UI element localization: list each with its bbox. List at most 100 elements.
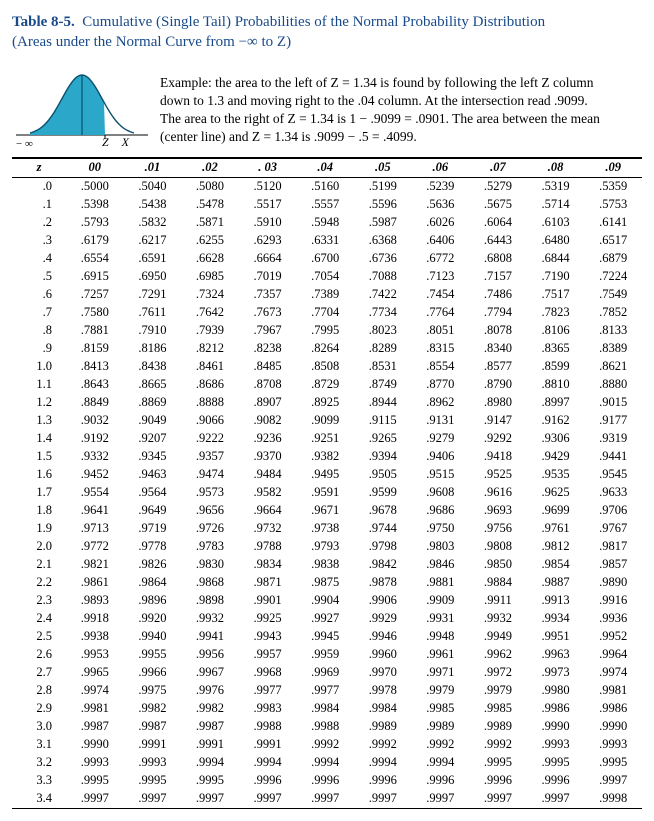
z-row-label: .7 xyxy=(12,304,66,322)
table-row: .3.6179.6217.6255.6293.6331.6368.6406.64… xyxy=(12,232,642,250)
table-row: 1.5.9332.9345.9357.9370.9382.9394.9406.9… xyxy=(12,448,642,466)
z-cell: .9979 xyxy=(412,682,470,700)
z-cell: .7704 xyxy=(296,304,354,322)
example-row: − ∞ Z X Example: the area to the left of… xyxy=(12,63,642,151)
col-header: 00 xyxy=(66,158,124,178)
z-cell: .9995 xyxy=(527,754,585,772)
z-cell: .9955 xyxy=(124,646,182,664)
z-cell: .9960 xyxy=(354,646,412,664)
z-cell: .8749 xyxy=(354,376,412,394)
z-cell: .8389 xyxy=(584,340,642,358)
z-cell: .9591 xyxy=(296,484,354,502)
z-cell: .7019 xyxy=(239,268,297,286)
z-cell: .9893 xyxy=(66,592,124,610)
table-row: .2.5793.5832.5871.5910.5948.5987.6026.60… xyxy=(12,214,642,232)
z-cell: .8315 xyxy=(412,340,470,358)
z-cell: .9192 xyxy=(66,430,124,448)
col-header: .01 xyxy=(124,158,182,178)
z-cell: .7823 xyxy=(527,304,585,322)
z-cell: .9778 xyxy=(124,538,182,556)
z-cell: .9989 xyxy=(469,718,527,736)
z-cell: .7157 xyxy=(469,268,527,286)
z-cell: .8708 xyxy=(239,376,297,394)
col-header: .09 xyxy=(584,158,642,178)
table-row: 2.6.9953.9955.9956.9957.9959.9960.9961.9… xyxy=(12,646,642,664)
z-cell: .9744 xyxy=(354,520,412,538)
table-row: .1.5398.5438.5478.5517.5557.5596.5636.56… xyxy=(12,196,642,214)
table-row: 2.9.9981.9982.9982.9983.9984.9984.9985.9… xyxy=(12,700,642,718)
title-subtitle: (Areas under the Normal Curve from −∞ to… xyxy=(12,32,642,52)
table-row: 1.3.9032.9049.9066.9082.9099.9115.9131.9… xyxy=(12,412,642,430)
z-cell: .6915 xyxy=(66,268,124,286)
example-line: down to 1.3 and moving right to the .04 … xyxy=(160,92,642,110)
z-cell: .9997 xyxy=(527,790,585,809)
z-cell: .9993 xyxy=(584,736,642,754)
z-cell: .9884 xyxy=(469,574,527,592)
z-cell: .9798 xyxy=(354,538,412,556)
z-cell: .9971 xyxy=(412,664,470,682)
z-cell: .9649 xyxy=(124,502,182,520)
z-cell: .9505 xyxy=(354,466,412,484)
z-cell: .8212 xyxy=(181,340,239,358)
z-cell: .8264 xyxy=(296,340,354,358)
z-cell: .5359 xyxy=(584,177,642,196)
z-cell: .8849 xyxy=(66,394,124,412)
z-cell: .9719 xyxy=(124,520,182,538)
z-cell: .9890 xyxy=(584,574,642,592)
col-header: .07 xyxy=(469,158,527,178)
z-cell: .7389 xyxy=(296,286,354,304)
z-cell: .6293 xyxy=(239,232,297,250)
z-cell: .9992 xyxy=(412,736,470,754)
z-cell: .9292 xyxy=(469,430,527,448)
z-cell: .9878 xyxy=(354,574,412,592)
z-row-label: .3 xyxy=(12,232,66,250)
z-cell: .9279 xyxy=(412,430,470,448)
z-cell: .9979 xyxy=(469,682,527,700)
z-cell: .9441 xyxy=(584,448,642,466)
z-cell: .9997 xyxy=(584,772,642,790)
z-cell: .9382 xyxy=(296,448,354,466)
z-row-label: 3.4 xyxy=(12,790,66,809)
z-row-label: 3.1 xyxy=(12,736,66,754)
col-header: .02 xyxy=(181,158,239,178)
z-cell: .8531 xyxy=(354,358,412,376)
z-cell: .5910 xyxy=(239,214,297,232)
z-cell: .9854 xyxy=(527,556,585,574)
z-cell: .9842 xyxy=(354,556,412,574)
z-cell: .9207 xyxy=(124,430,182,448)
z-cell: .9996 xyxy=(527,772,585,790)
z-row-label: 1.6 xyxy=(12,466,66,484)
normal-curve-svg xyxy=(12,63,152,151)
z-cell: .9997 xyxy=(412,790,470,809)
z-cell: .9906 xyxy=(354,592,412,610)
z-cell: .9996 xyxy=(412,772,470,790)
z-cell: .9940 xyxy=(124,628,182,646)
z-cell: .6628 xyxy=(181,250,239,268)
title-block: Table 8-5. Cumulative (Single Tail) Prob… xyxy=(12,12,642,53)
z-cell: .9931 xyxy=(412,610,470,628)
z-cell: .8962 xyxy=(412,394,470,412)
z-cell: .9641 xyxy=(66,502,124,520)
table-row: .4.6554.6591.6628.6664.6700.6736.6772.68… xyxy=(12,250,642,268)
z-cell: .9985 xyxy=(412,700,470,718)
z-cell: .9969 xyxy=(296,664,354,682)
table-row: 1.1.8643.8665.8686.8708.8729.8749.8770.8… xyxy=(12,376,642,394)
z-cell: .8621 xyxy=(584,358,642,376)
z-cell: .5557 xyxy=(296,196,354,214)
z-cell: .9987 xyxy=(66,718,124,736)
title-text: Cumulative (Single Tail) Probabilities o… xyxy=(82,14,545,30)
z-cell: .8665 xyxy=(124,376,182,394)
z-cell: .8485 xyxy=(239,358,297,376)
z-row-label: 1.7 xyxy=(12,484,66,502)
z-cell: .9147 xyxy=(469,412,527,430)
z-cell: .9767 xyxy=(584,520,642,538)
table-row: 1.7.9554.9564.9573.9582.9591.9599.9608.9… xyxy=(12,484,642,502)
z-cell: .6026 xyxy=(412,214,470,232)
z-cell: .9943 xyxy=(239,628,297,646)
z-cell: .9066 xyxy=(181,412,239,430)
table-row: 2.7.9965.9966.9967.9968.9969.9970.9971.9… xyxy=(12,664,642,682)
z-cell: .6179 xyxy=(66,232,124,250)
z-cell: .7517 xyxy=(527,286,585,304)
z-cell: .8869 xyxy=(124,394,182,412)
z-cell: .5793 xyxy=(66,214,124,232)
